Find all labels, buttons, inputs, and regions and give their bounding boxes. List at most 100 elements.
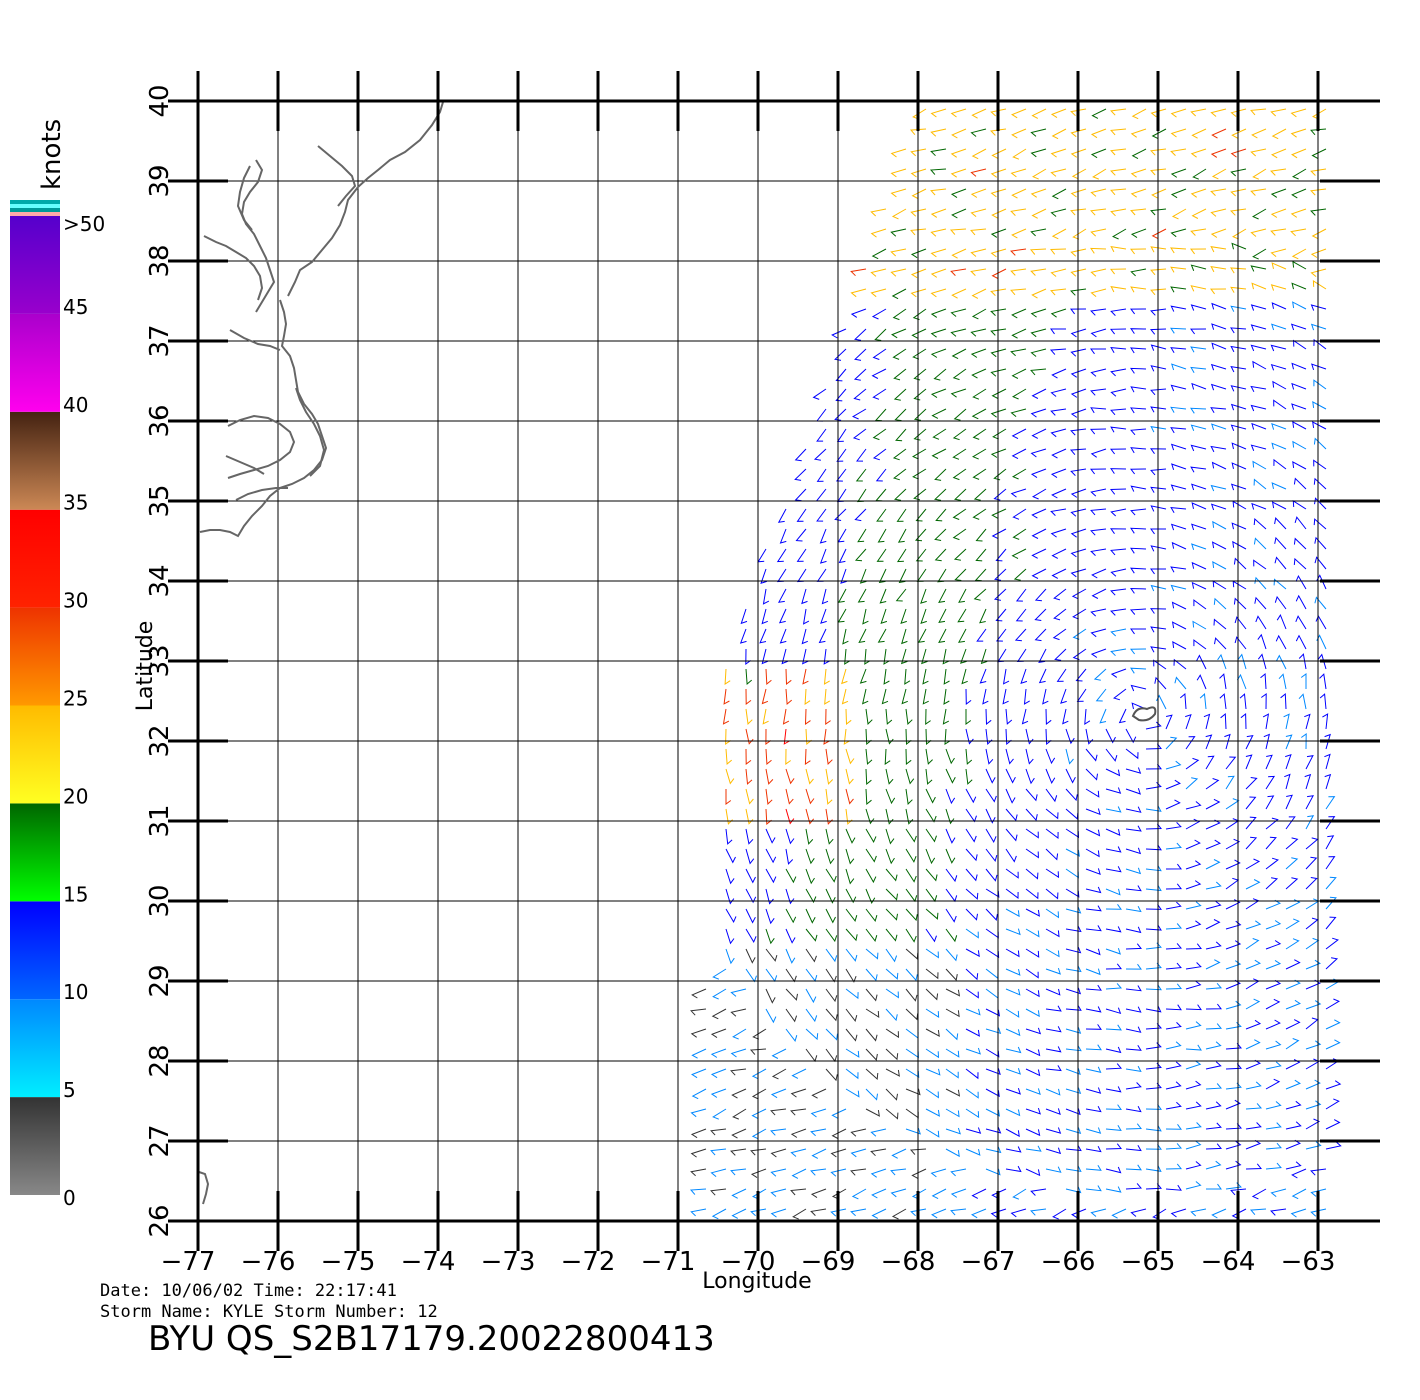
- wind-barb: [890, 1168, 907, 1176]
- wind-barb: [1206, 1183, 1222, 1190]
- wind-barb: [1005, 708, 1013, 725]
- wind-barb: [985, 1146, 1002, 1154]
- footer-date-time: Date: 10/06/02 Time: 22:17:41: [100, 1281, 397, 1301]
- wind-barb: [825, 1048, 838, 1063]
- wind-barb: [1185, 839, 1201, 850]
- wind-barb: [1031, 568, 1047, 579]
- wind-barb: [690, 1008, 707, 1016]
- wind-barb: [925, 988, 939, 1001]
- wind-barb: [1185, 920, 1202, 930]
- wind-barb: [930, 308, 947, 318]
- wind-barb: [1012, 148, 1027, 160]
- wind-barb: [985, 968, 999, 980]
- wind-barb: [985, 1168, 1001, 1176]
- wind-barb: [1170, 247, 1187, 254]
- wind-barb: [931, 1188, 947, 1200]
- wind-barb: [1125, 943, 1142, 950]
- wind-barb: [1230, 403, 1247, 411]
- wind-barb: [825, 748, 833, 765]
- wind-barb: [930, 248, 947, 258]
- wind-barb: [1280, 692, 1287, 710]
- wind-barb: [1231, 242, 1247, 250]
- wind-barb: [1030, 408, 1047, 418]
- wind-barb: [1025, 1128, 1041, 1137]
- wind-barb: [965, 928, 979, 939]
- wind-barb: [825, 948, 838, 963]
- wind-barb: [1112, 228, 1127, 240]
- wind-barb: [1060, 688, 1067, 704]
- lat-tick-label: 33: [145, 644, 175, 677]
- wind-barb: [925, 808, 937, 823]
- wind-barb: [1085, 1185, 1102, 1192]
- wind-barb: [1312, 279, 1327, 290]
- wind-barb: [1252, 248, 1267, 260]
- map-plot-area: −77 −76 −75 −74 −73 −72 −71 −70 −69 −68 −67 −66 −65−…: [145, 71, 1380, 1277]
- wind-barb: [1191, 382, 1207, 390]
- wind-barb: [920, 608, 927, 624]
- wind-barb: [1225, 1140, 1242, 1150]
- wind-barb: [711, 1208, 727, 1220]
- wind-barb: [865, 768, 872, 786]
- wind-barb: [1225, 1123, 1243, 1130]
- wind-barb: [1045, 1147, 1062, 1155]
- wind-barb: [885, 868, 898, 882]
- wind-barb: [1065, 925, 1082, 933]
- wind-barb: [905, 768, 915, 785]
- wind-barb: [920, 588, 927, 604]
- wind-barb: [865, 968, 878, 982]
- wind-barb: [1110, 188, 1127, 196]
- wind-barb: [1113, 688, 1127, 701]
- wind-barb: [1253, 478, 1267, 490]
- wind-barb: [1310, 304, 1327, 311]
- colorbar-tick-label: 15: [63, 882, 88, 906]
- wind-barb: [1070, 108, 1087, 117]
- wind-barb: [1090, 247, 1107, 254]
- wind-barb: [971, 308, 987, 320]
- wind-barb: [1145, 984, 1162, 991]
- wind-barb: [990, 308, 1007, 316]
- wind-barb: [1245, 998, 1261, 1010]
- wind-barb: [845, 788, 854, 805]
- wind-barb: [761, 648, 768, 665]
- wind-barb: [1325, 957, 1339, 970]
- wind-barb: [1005, 948, 1020, 958]
- wind-barb: [1065, 947, 1082, 954]
- wind-barb: [1190, 285, 1207, 292]
- wind-barb: [794, 488, 807, 502]
- wind-barb: [865, 788, 872, 806]
- wind-barb: [985, 1088, 1000, 1098]
- wind-barb: [710, 1128, 727, 1136]
- wind-barb: [1245, 879, 1261, 890]
- wind-barb: [1262, 713, 1270, 730]
- wind-barb: [691, 1068, 707, 1079]
- wind-barb: [1325, 796, 1336, 810]
- wind-barb: [765, 748, 772, 766]
- wind-barb: [725, 828, 733, 845]
- wind-barb: [1030, 1188, 1047, 1196]
- wind-barb: [1105, 806, 1122, 813]
- wind-barb: [796, 548, 807, 562]
- wind-barb: [1151, 188, 1167, 199]
- wind-barb: [1234, 616, 1247, 630]
- wind-barb: [1150, 545, 1167, 552]
- wind-barb: [1049, 348, 1067, 355]
- wind-barb: [816, 508, 827, 522]
- wind-barb: [925, 1128, 940, 1138]
- wind-barb: [1285, 1059, 1301, 1070]
- wind-barb: [762, 708, 769, 725]
- wind-barb: [913, 408, 927, 421]
- wind-barb: [1110, 286, 1127, 293]
- wind-barb: [1085, 968, 1101, 976]
- wind-barb: [1031, 108, 1047, 119]
- wind-barb: [970, 328, 987, 337]
- wind-barb: [1250, 324, 1267, 331]
- wind-barb: [1023, 688, 1030, 705]
- wind-barb: [745, 748, 752, 765]
- wind-barb: [1070, 488, 1087, 498]
- wind-barb: [931, 1208, 947, 1219]
- wind-barb: [1205, 734, 1213, 750]
- wind-barb: [1254, 576, 1267, 590]
- wind-barb: [1251, 128, 1267, 139]
- wind-barb: [710, 1168, 727, 1177]
- wind-barb: [710, 1028, 727, 1039]
